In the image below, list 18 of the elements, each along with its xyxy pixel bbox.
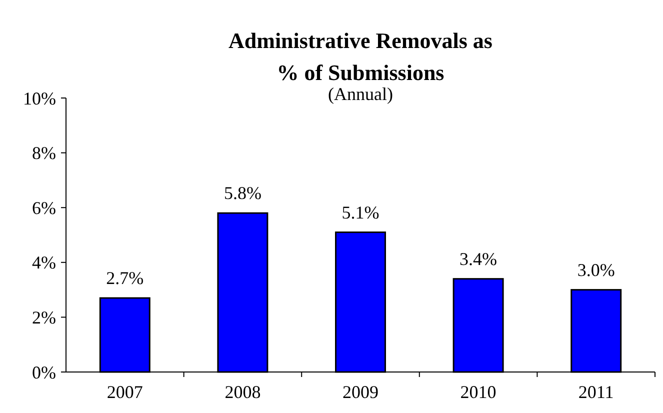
chart-subtitle: (Annual)	[328, 84, 393, 104]
data-label: 3.0%	[577, 260, 615, 280]
chart-title: Administrative Removals as % of Submissions	[228, 28, 493, 85]
data-label: 2.7%	[106, 268, 144, 288]
y-tick-label: 2%	[32, 308, 56, 328]
data-label: 3.4%	[460, 248, 498, 269]
y-tick-label: 0%	[32, 362, 56, 382]
x-tick-label: 2008	[224, 382, 261, 402]
x-tick-label: 2009	[342, 382, 378, 402]
y-tick-label: 4%	[32, 252, 56, 273]
x-tick-label: 2011	[578, 382, 614, 402]
x-tick-label: 2007	[106, 382, 143, 402]
y-tick-label: 10%	[23, 88, 56, 108]
y-tick-label: 8%	[32, 143, 56, 164]
x-tick-label: 2010	[460, 382, 496, 402]
data-label: 5.1%	[342, 202, 380, 222]
y-tick-label: 6%	[32, 198, 56, 218]
data-label: 5.8%	[224, 183, 262, 204]
